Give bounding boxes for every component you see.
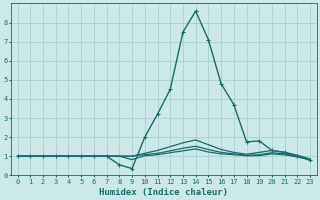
- X-axis label: Humidex (Indice chaleur): Humidex (Indice chaleur): [100, 188, 228, 197]
